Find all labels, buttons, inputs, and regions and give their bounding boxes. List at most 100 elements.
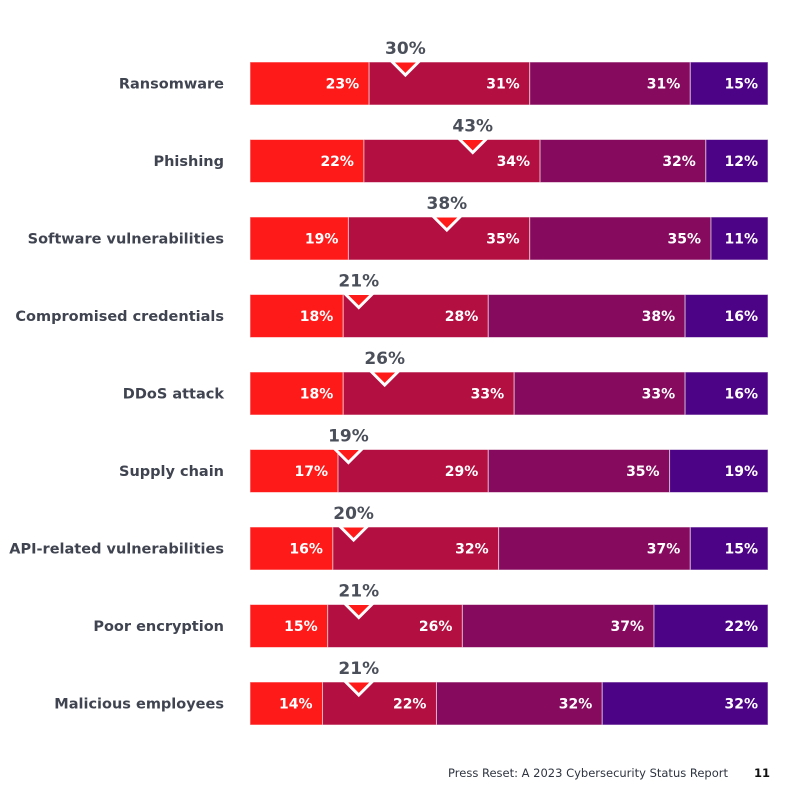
segment-value-label: 37% [647,542,681,558]
marker-value-label: 19% [328,427,369,447]
bar-segment-1 [249,216,349,261]
segment-value-label: 12% [724,154,758,170]
bar-segment-2 [327,604,463,648]
segment-value-label: 15% [284,619,318,635]
category-label: API-related vulnerabilities [9,542,224,558]
segment-value-label: 22% [393,697,427,713]
segment-value-label: 35% [626,464,660,480]
bar-row: Compromised credentials 18% 28% 38% 16% 21% [15,272,769,338]
segment-value-label: 15% [724,77,758,93]
bar-row: Malicious employees 14% 22% 32% 32% 21% [54,659,769,726]
segment-value-label: 28% [445,309,479,325]
segment-value-label: 15% [724,542,758,558]
marker-triangle [341,292,377,310]
bar-segment-1 [249,371,344,416]
marker-value-label: 20% [333,504,374,524]
segment-value-label: 11% [724,232,758,248]
bar-segment-4 [669,449,769,493]
category-label: Supply chain [119,464,224,480]
segment-value-label: 38% [642,309,676,325]
segment-value-label: 26% [419,619,453,635]
category-label: Malicious employees [54,697,224,713]
bar-segment-4 [689,61,769,106]
marker-triangle [335,524,372,543]
bar-row: DDoS attack 18% 33% 33% 16% 26% [123,349,769,416]
segment-value-label: 16% [289,542,323,558]
bar-segment-4 [710,216,769,261]
segment-value-label: 19% [724,464,758,480]
marker-value-label: 21% [338,659,379,679]
segment-value-label: 33% [642,387,676,403]
segment-value-label: 32% [662,154,696,170]
marker-triangle [387,59,424,78]
bar-segment-3 [487,449,671,493]
bar-segment-3 [539,139,707,183]
bar-segment-2 [322,681,437,726]
segment-value-label: 35% [668,232,702,248]
segment-value-label: 14% [279,697,313,713]
segment-value-label: 29% [445,464,479,480]
bar-segment-3 [435,681,603,726]
segment-value-label: 19% [305,232,339,248]
segment-value-label: 22% [724,619,758,635]
bar-segment-1 [249,61,370,106]
segment-value-label: 31% [647,77,681,93]
bar-row: Phishing 22% 34% 32% 12% 43% [153,117,769,183]
segment-value-label: 34% [497,154,531,170]
segment-value-label: 32% [559,697,593,713]
marker-value-label: 21% [338,582,379,602]
marker-triangle [429,214,465,233]
segment-value-label: 17% [295,464,329,480]
bar-segment-3 [529,61,691,106]
bar-segment-2 [368,61,531,106]
segment-value-label: 33% [471,387,505,403]
marker-value-label: 26% [364,349,405,369]
category-label: Poor encryption [93,619,224,635]
segment-value-label: 22% [320,154,354,170]
category-label: Phishing [153,154,224,170]
marker-value-label: 30% [385,39,426,59]
marker-triangle [341,679,377,698]
page-footer: Press Reset: A 2023 Cybersecurity Status… [0,766,800,786]
segment-value-label: 16% [724,309,758,325]
segment-value-label: 16% [724,387,758,403]
bar-segment-3 [461,604,655,648]
category-label: Ransomware [119,77,224,93]
marker-value-label: 38% [426,194,467,214]
bar-row: API-related vulnerabilities 16% 32% 37% 15% 2… [9,504,769,571]
category-label: Compromised credentials [15,309,224,325]
bar-segment-4 [684,294,769,338]
bar-row: Poor encryption 15% 26% 37% 22% 21% [93,582,769,648]
bar-row: Supply chain 17% 29% 35% 19% 19% [119,427,769,493]
stacked-bar-chart: Ransomware 23% 31% 31% 15% 30% Phishing 22% 34% 3… [9,39,769,726]
category-label: DDoS attack [123,387,225,403]
page-number: 11 [753,766,770,780]
segment-value-label: 35% [486,232,520,248]
bar-segment-2 [342,294,489,338]
bar-segment-4 [601,681,769,726]
bar-segment-2 [363,139,541,183]
bar-segment-4 [653,604,769,648]
bar-segment-1 [249,604,329,648]
marker-triangle [367,369,403,388]
bar-row: Software vulnerabilities 19% 35% 35% 11% 38% [28,194,769,261]
bar-segment-4 [705,139,769,183]
marker-triangle [341,602,377,620]
segment-value-label: 37% [611,619,645,635]
bar-segment-3 [498,526,691,571]
segment-value-label: 32% [455,542,489,558]
bar-segment-4 [684,371,769,416]
segment-value-label: 18% [300,309,334,325]
marker-triangle [330,447,367,465]
bar-segment-2 [342,371,515,416]
bar-segment-1 [249,449,339,493]
segment-value-label: 23% [326,77,360,93]
segment-value-label: 32% [724,697,758,713]
chart-rows: Ransomware 23% 31% 31% 15% 30% Phishing 22% 34% 3… [9,39,769,726]
segment-value-label: 18% [300,387,334,403]
bar-row: Ransomware 23% 31% 31% 15% 30% [119,39,769,106]
marker-triangle [455,137,491,155]
bar-segment-4 [689,526,769,571]
category-label: Software vulnerabilities [28,232,224,248]
bar-segment-1 [249,294,344,338]
